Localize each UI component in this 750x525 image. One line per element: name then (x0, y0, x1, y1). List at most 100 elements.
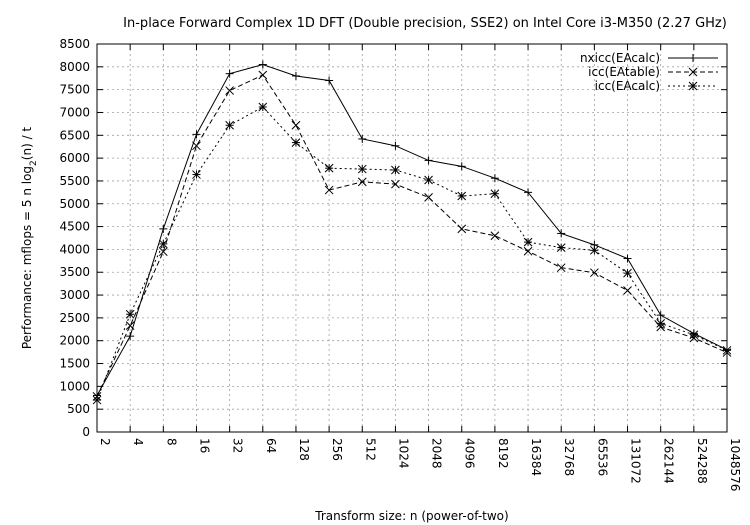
data-point (291, 71, 300, 80)
x-tick-label: 8 (164, 438, 178, 446)
data-point (126, 332, 135, 341)
data-point (158, 247, 168, 257)
data-point (688, 67, 698, 77)
data-point (689, 330, 699, 340)
x-tick-label: 524288 (695, 438, 709, 484)
chart-title: In-place Forward Complex 1D DFT (Double … (123, 16, 727, 31)
data-point (590, 245, 599, 255)
x-tick-label: 65536 (595, 438, 609, 476)
data-point (291, 120, 301, 130)
y-tick-label: 5000 (59, 197, 90, 211)
data-point (391, 165, 400, 175)
x-tick-label: 256 (330, 438, 344, 461)
data-point (688, 81, 698, 91)
data-point (92, 395, 102, 405)
data-point (623, 286, 632, 295)
x-tick-label: 1048576 (728, 438, 742, 491)
data-point (656, 311, 665, 320)
series (92, 60, 732, 405)
data-point (656, 319, 666, 328)
data-point (689, 54, 697, 62)
data-point (490, 189, 500, 199)
x-tick-label: 131072 (629, 438, 643, 484)
data-point (523, 246, 533, 256)
data-point (590, 268, 599, 278)
x-tick-label: 32 (231, 438, 245, 453)
x-tick-label: 4096 (463, 438, 477, 469)
data-point (325, 76, 334, 85)
series-line (96, 74, 728, 397)
data-point (192, 170, 201, 179)
legend-entry: nxicc(EAcalc) (580, 51, 718, 65)
data-point (557, 229, 566, 238)
data-point (291, 138, 301, 147)
data-point (258, 70, 268, 80)
y-tick-label: 8500 (59, 37, 90, 51)
data-point (324, 163, 334, 173)
data-point (159, 224, 168, 233)
y-tick-label: 3500 (59, 265, 90, 279)
data-point (722, 345, 732, 355)
data-point (192, 141, 201, 151)
x-tick-label: 1024 (396, 438, 410, 469)
x-tick-label: 64 (264, 438, 278, 453)
data-point (524, 188, 533, 197)
data-point (125, 321, 135, 330)
data-point (457, 224, 467, 234)
y-tick-label: 500 (67, 402, 90, 416)
y-tick-label: 7000 (59, 105, 90, 119)
data-point (424, 193, 433, 202)
data-point (225, 86, 234, 95)
y-tick-label: 4500 (59, 220, 90, 234)
x-tick-label: 128 (297, 438, 311, 461)
y-tick-label: 7500 (59, 83, 90, 97)
data-point (225, 69, 234, 78)
x-tick-label: 2048 (430, 438, 444, 469)
legend-entry: icc(EAcalc) (595, 79, 718, 93)
y-tick-label: 2500 (59, 311, 90, 325)
y-tick-label: 5500 (59, 174, 90, 188)
y-tick-label: 0 (82, 425, 90, 439)
grid (97, 44, 727, 432)
x-axis-ticks: 2 4 8 16 32 64 128 256 512 1024 2048 4096 8192 16384 3… (96, 44, 742, 491)
plot-frame (96, 43, 728, 433)
data-point (391, 179, 400, 189)
x-tick-label: 512 (363, 438, 377, 461)
series-cross (92, 70, 732, 401)
legend-label: icc(EAcalc) (595, 79, 660, 93)
data-point (424, 175, 433, 185)
x-tick-label: 4 (131, 438, 145, 446)
data-point (457, 191, 467, 201)
legend-label: icc(EAtable) (588, 65, 660, 79)
data-point (225, 120, 234, 130)
y-axis-label: Performance: mflops = 5 n log2(n) / t (20, 127, 39, 350)
data-point (125, 309, 135, 319)
data-point (424, 156, 433, 165)
x-tick-label: 262144 (662, 438, 676, 484)
legend-label: nxicc(EAcalc) (580, 51, 660, 65)
data-point (324, 185, 334, 195)
y-tick-label: 1000 (59, 379, 90, 393)
series-line (96, 64, 728, 396)
data-point (258, 60, 267, 69)
y-tick-label: 6500 (59, 128, 90, 142)
series-star (92, 102, 732, 405)
series-line (96, 106, 728, 401)
x-tick-label: 16384 (529, 438, 543, 476)
series-plus (93, 60, 731, 400)
y-tick-label: 8000 (59, 60, 90, 74)
y-tick-label: 2000 (59, 334, 90, 348)
x-tick-label: 16 (197, 438, 211, 453)
data-point (358, 134, 367, 143)
legend-entry: icc(EAtable) (588, 65, 718, 79)
data-point (357, 164, 367, 174)
data-point (357, 177, 367, 187)
data-point (490, 231, 500, 241)
x-axis-label: Transform size: n (power-of-two) (314, 509, 508, 523)
data-point (258, 102, 268, 112)
data-point (490, 174, 499, 183)
data-point (391, 141, 400, 150)
data-point (457, 162, 466, 171)
x-tick-label: 8192 (496, 438, 510, 469)
